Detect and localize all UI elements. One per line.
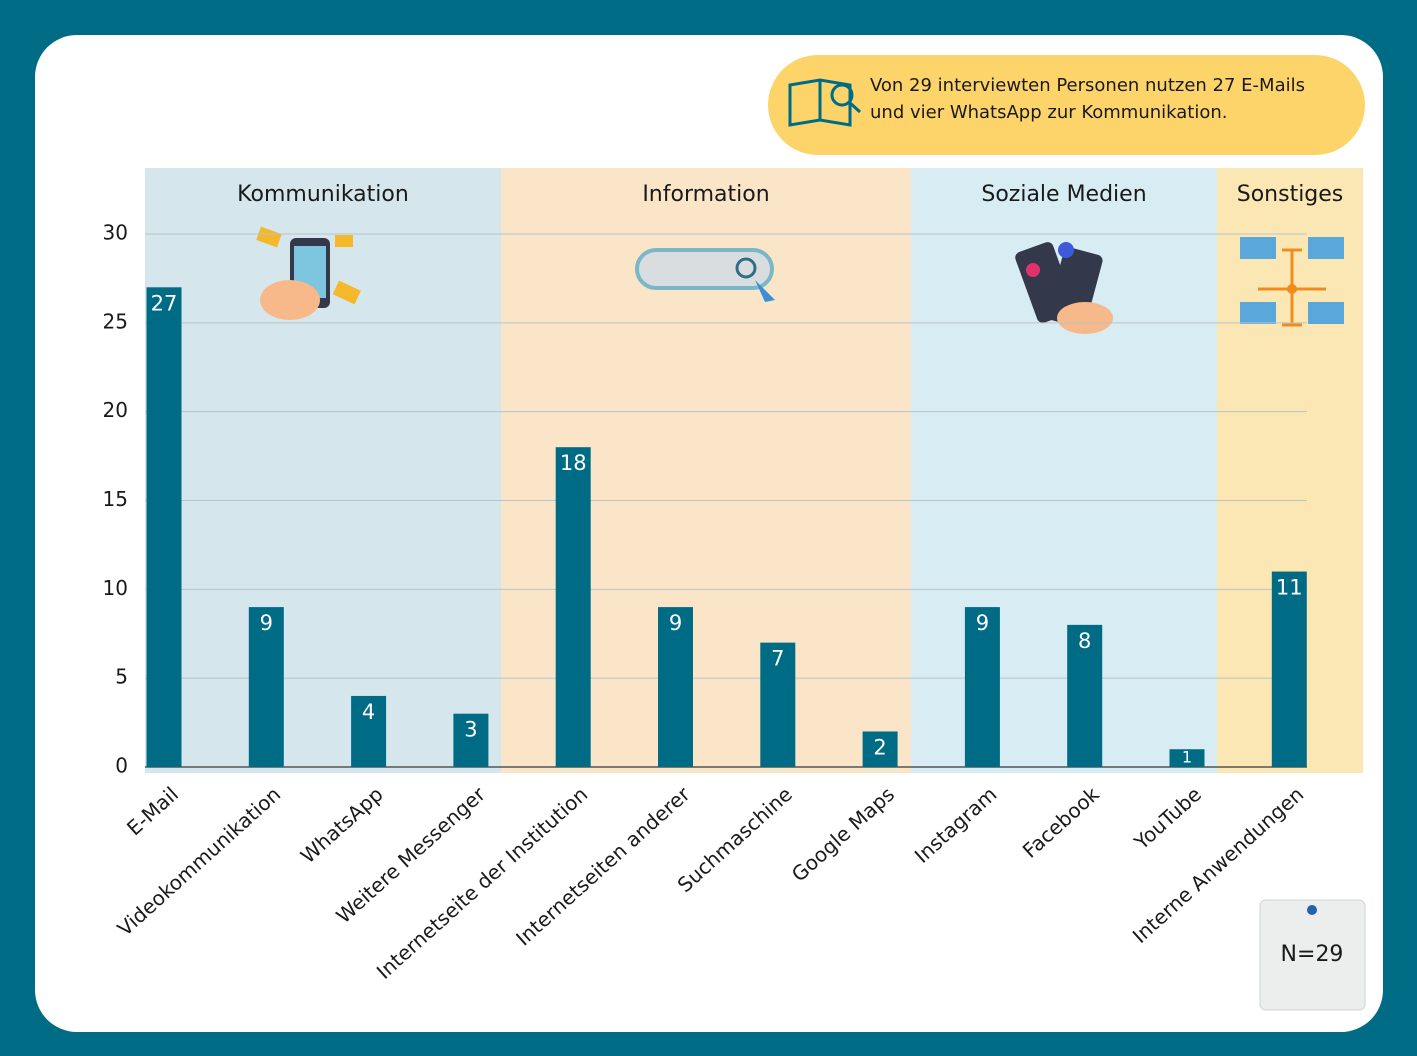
- y-tick-label: 25: [103, 309, 128, 333]
- group-title: Information: [642, 182, 769, 207]
- value-label: 8: [1078, 629, 1091, 653]
- note-box: [768, 55, 1365, 155]
- phone-icon: [256, 226, 361, 320]
- bar: [248, 607, 284, 767]
- network-icon: [1240, 237, 1344, 327]
- bar: [658, 607, 693, 767]
- value-label: 27: [151, 291, 178, 315]
- value-label: 1: [1182, 748, 1192, 767]
- group-title: Soziale Medien: [981, 182, 1146, 207]
- value-label: 9: [976, 611, 989, 635]
- value-label: 9: [669, 611, 682, 635]
- note-card: [1259, 899, 1366, 1011]
- bar: [1271, 571, 1307, 767]
- y-tick-label: 30: [103, 221, 128, 245]
- value-label: 9: [260, 611, 273, 635]
- value-label: 11: [1276, 576, 1303, 600]
- social-icon: [1015, 242, 1113, 334]
- group-title: Sonstiges: [1237, 182, 1344, 207]
- bar: [146, 287, 182, 767]
- note-line: Von 29 interviewten Personen nutzen 27 E…: [870, 75, 1305, 96]
- sample-size: N=29: [1281, 942, 1344, 967]
- bar: [453, 713, 489, 767]
- y-tick-label: 5: [115, 665, 128, 689]
- search-icon: [635, 248, 775, 302]
- value-label: 3: [464, 718, 477, 742]
- bar: [964, 607, 1000, 767]
- y-tick-label: 10: [103, 576, 128, 600]
- value-label: 7: [771, 647, 784, 671]
- bar: [760, 642, 796, 767]
- group-title: Kommunikation: [237, 182, 409, 207]
- y-tick-label: 15: [103, 487, 128, 511]
- bar: [351, 695, 387, 767]
- value-label: 18: [560, 451, 587, 475]
- y-tick-label: 20: [103, 398, 128, 422]
- bar: [555, 447, 591, 767]
- bar: [1067, 624, 1103, 767]
- value-label: 4: [362, 700, 375, 724]
- value-label: 2: [873, 735, 886, 759]
- note-line: und vier WhatsApp zur Kommunikation.: [870, 102, 1228, 123]
- bar: [862, 731, 898, 767]
- y-tick-label: 0: [115, 754, 128, 778]
- book-icon: [788, 78, 862, 127]
- bar: [1169, 749, 1205, 767]
